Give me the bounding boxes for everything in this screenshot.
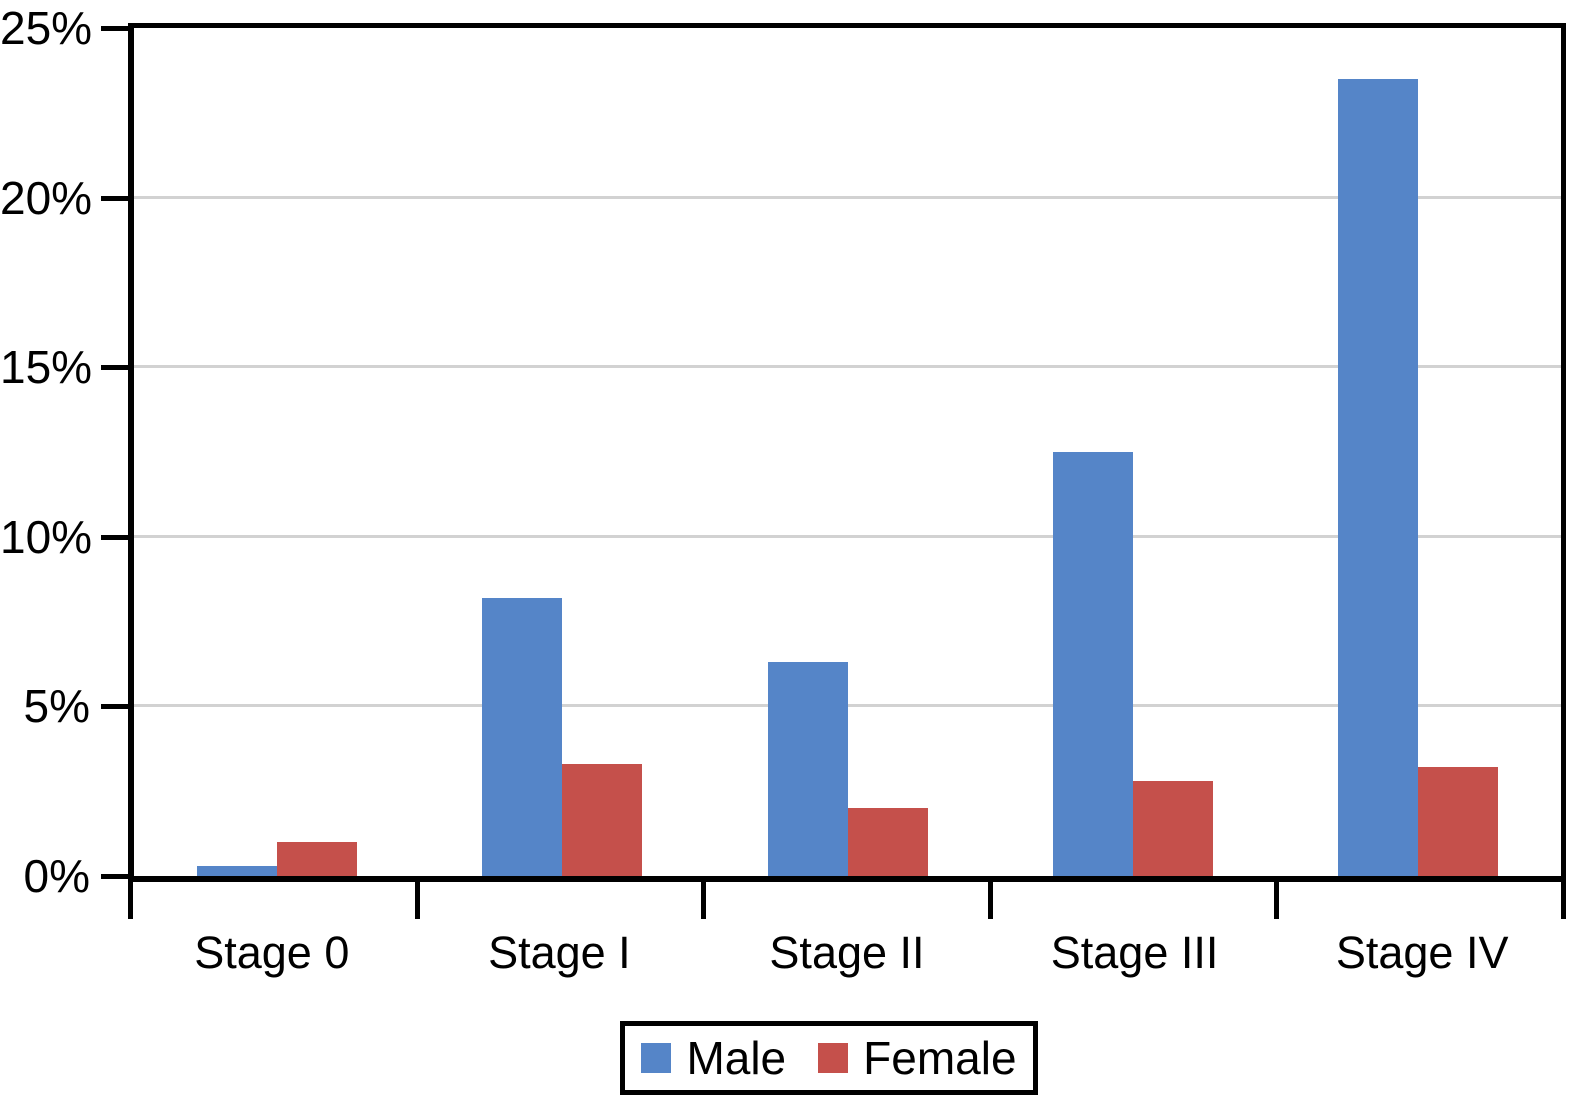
gridline — [134, 195, 1561, 199]
bar-male-stage-iv — [1338, 78, 1419, 876]
x-tick-mark — [414, 879, 420, 919]
legend: Male Female — [620, 1021, 1038, 1095]
y-tick-label: 0% — [23, 850, 90, 902]
bar-male-stage-iii — [1052, 452, 1133, 876]
plot-area — [128, 23, 1566, 882]
y-tick-mark — [101, 704, 128, 710]
legend-swatch-female — [818, 1043, 849, 1073]
x-tick-mark — [1561, 879, 1566, 919]
y-tick-mark — [101, 365, 128, 371]
x-tick-mark — [1274, 879, 1280, 919]
x-category-label: Stage I — [488, 927, 631, 978]
y-tick-mark — [101, 874, 128, 879]
x-category-label: Stage II — [769, 927, 925, 978]
category-group-stage-0 — [134, 28, 419, 876]
bar-male-stage-i — [482, 597, 563, 876]
category-group-stage-i — [419, 28, 704, 876]
bar-groups — [134, 28, 1561, 876]
x-category-label: Stage IV — [1335, 927, 1509, 978]
y-tick-label: 20% — [0, 171, 93, 224]
x-category-label: Stage 0 — [194, 927, 350, 978]
x-category-label: Stage III — [1050, 927, 1219, 978]
x-axis-ticks — [128, 879, 1566, 919]
legend-item-male: Male — [641, 1035, 786, 1081]
y-tick-label: 10% — [0, 510, 93, 563]
bar-female-stage-ii — [847, 808, 928, 876]
x-tick-mark — [987, 879, 993, 919]
bar-male-stage-0 — [196, 865, 277, 876]
y-tick-label: 25% — [0, 2, 93, 54]
gridline — [134, 534, 1561, 538]
category-group-stage-iv — [1276, 28, 1561, 876]
bar-male-stage-ii — [767, 662, 848, 876]
y-tick-label: 5% — [23, 680, 90, 733]
category-group-stage-ii — [705, 28, 990, 876]
legend-swatch-male — [641, 1043, 672, 1073]
y-axis: 0% 5% 10% 15% 20% 25% — [0, 2, 128, 902]
x-axis-labels: Stage 0 Stage I Stage II Stage III Stage IV — [128, 928, 1566, 978]
y-tick-mark — [101, 195, 128, 201]
bar-female-stage-iv — [1418, 767, 1499, 876]
legend-label-male: Male — [686, 1032, 787, 1084]
x-tick-mark — [128, 879, 133, 919]
legend-item-female: Female — [818, 1032, 1017, 1084]
bar-female-stage-i — [562, 764, 643, 876]
x-tick-mark — [701, 879, 707, 919]
bar-female-stage-iii — [1132, 781, 1213, 876]
y-tick-mark — [101, 534, 128, 540]
bar-female-stage-0 — [276, 842, 357, 876]
y-tick-label: 15% — [0, 341, 93, 394]
gridline — [134, 365, 1561, 369]
category-group-stage-iii — [990, 28, 1275, 876]
legend-label-female: Female — [863, 1032, 1017, 1084]
y-tick-mark — [101, 26, 128, 31]
